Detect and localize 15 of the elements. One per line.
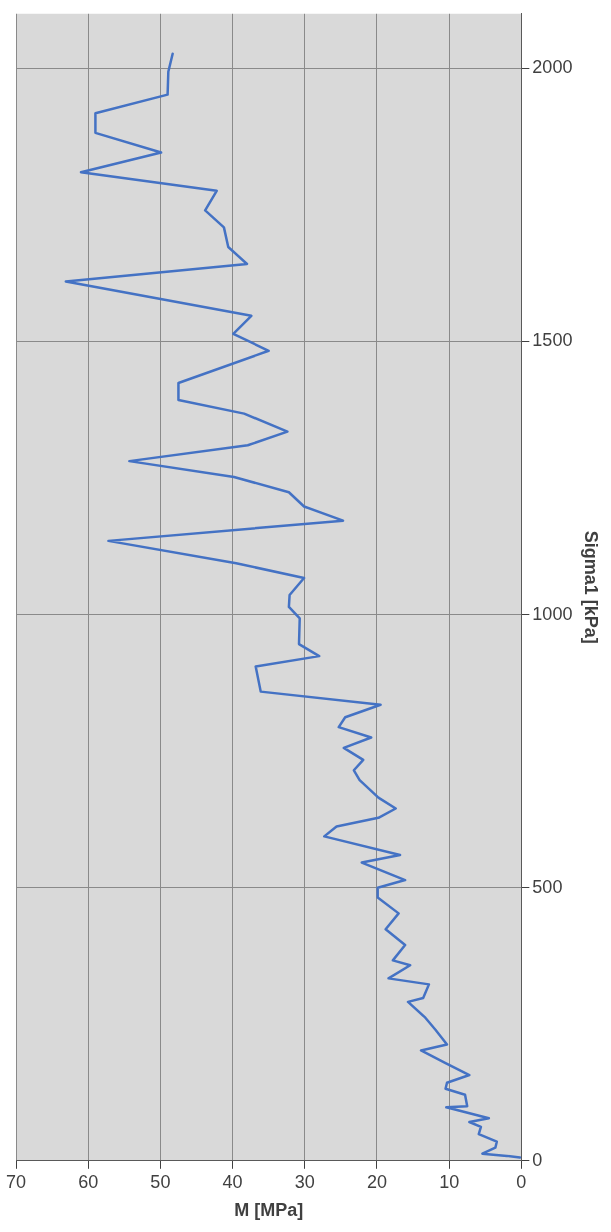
y-tick-label: 0 (532, 1149, 543, 1170)
x-tick-label: 70 (5, 1171, 27, 1192)
x-tick-label: 40 (222, 1171, 243, 1192)
y-tick-label: 2000 (532, 57, 573, 78)
y-tick-label: 1500 (532, 330, 573, 351)
x-tick-label: 60 (78, 1171, 99, 1192)
x-tick-label: 0 (516, 1171, 527, 1192)
y-tick-label: 500 (532, 876, 563, 897)
x-axis-title: M [MPa] (234, 1200, 304, 1221)
y-tick-label: 1000 (532, 603, 573, 624)
x-tick-label: 50 (150, 1171, 171, 1192)
x-tick-label: 20 (366, 1171, 387, 1192)
x-tick-label: 30 (294, 1171, 315, 1192)
y-axis-title: Sigma1 [kPa] (581, 530, 602, 644)
x-tick-label: 10 (439, 1171, 460, 1192)
